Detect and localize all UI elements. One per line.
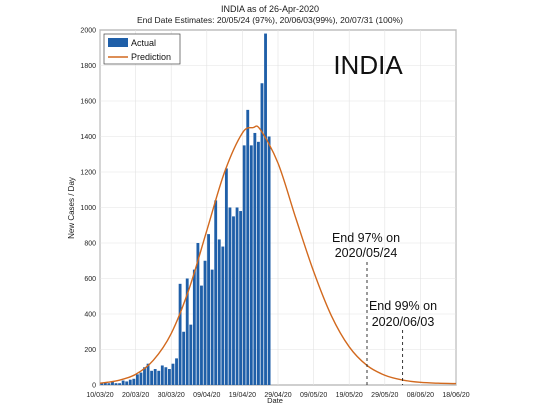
y-tick-label: 800 — [84, 241, 96, 248]
actual-bar — [164, 367, 168, 385]
actual-bar — [228, 207, 232, 385]
y-tick-label: 0 — [92, 383, 96, 390]
x-axis-label: Date — [267, 396, 283, 405]
actual-bar — [239, 211, 243, 385]
actual-bar — [264, 33, 267, 386]
actual-bar — [221, 246, 225, 385]
prediction-line-group — [99, 125, 457, 385]
chart-title: INDIA as of 26-Apr-2020 — [221, 4, 319, 14]
x-tick-label: 19/05/20 — [336, 392, 363, 399]
grid — [99, 29, 457, 386]
x-tick-label: 20/03/20 — [122, 392, 149, 399]
actual-bar — [217, 239, 221, 385]
actual-bar — [100, 383, 104, 385]
actual-bar — [111, 381, 114, 385]
actual-bar — [114, 383, 118, 385]
actual-bar — [192, 269, 196, 385]
x-tick-label: 29/04/20 — [264, 392, 291, 399]
actual-bar — [253, 132, 257, 385]
actual-bar — [210, 269, 214, 385]
y-tick-label: 1400 — [80, 134, 96, 141]
actual-bar — [125, 381, 129, 385]
actual-bar — [153, 369, 157, 385]
actual-bar — [249, 145, 253, 385]
x-tick-label: 09/05/20 — [300, 392, 327, 399]
y-tick-label: 1200 — [80, 170, 96, 177]
y-tick-label: 2000 — [80, 28, 96, 35]
country-label: INDIA — [333, 50, 403, 80]
x-tick-label: 19/04/20 — [229, 392, 256, 399]
y-tick-label: 1600 — [80, 99, 96, 106]
actual-bar — [146, 363, 150, 385]
y-tick-label: 1000 — [80, 205, 96, 212]
chart-subtitle: End Date Estimates: 20/05/24 (97%), 20/0… — [137, 15, 403, 25]
legend: Actual Prediction — [103, 33, 181, 65]
y-tick-label: 200 — [84, 347, 96, 354]
actual-bar — [171, 363, 175, 385]
legend-swatch-actual — [108, 38, 128, 47]
actual-bar — [132, 378, 136, 385]
actual-bar — [260, 83, 264, 385]
legend-label-actual: Actual — [131, 38, 156, 48]
actual-bar — [107, 383, 111, 385]
actual-bar — [196, 243, 200, 385]
x-tick-label: 09/04/20 — [193, 392, 220, 399]
actual-bar — [267, 136, 271, 385]
actual-bar — [182, 331, 186, 385]
x-tick-label: 18/06/20 — [442, 392, 469, 399]
actual-bar — [160, 365, 164, 385]
annotation-97-line1: End 97% on — [332, 231, 400, 245]
end-date-markers — [366, 262, 404, 385]
x-tick-label: 29/05/20 — [371, 392, 398, 399]
actual-bar — [185, 278, 189, 385]
actual-bar — [207, 234, 211, 385]
actual-bar — [235, 207, 239, 385]
actual-bar — [189, 324, 193, 385]
actual-bar — [118, 383, 122, 385]
actual-bar — [121, 380, 125, 385]
actual-bar — [203, 260, 207, 385]
actual-bar — [200, 285, 203, 385]
actual-bar — [256, 141, 260, 385]
annotation-97-line2: 2020/05/24 — [335, 246, 398, 260]
actual-bar — [135, 374, 139, 385]
annotation-99-line2: 2020/06/03 — [372, 315, 435, 329]
actual-bar — [242, 145, 246, 385]
actual-bar — [175, 358, 178, 385]
actual-bar — [232, 216, 235, 385]
actual-bar — [224, 168, 228, 385]
actual-bar — [246, 109, 250, 385]
x-axis-ticks: 10/03/20 20/03/20 30/03/20 09/04/20 19/04/20… — [86, 392, 469, 399]
annotation-99-line1: End 99% on — [369, 299, 437, 313]
actual-bar — [143, 367, 146, 385]
actual-bar — [150, 370, 154, 385]
actual-bar — [103, 382, 107, 385]
actual-bar — [157, 370, 161, 385]
actual-bar — [139, 372, 143, 385]
actual-bar — [178, 283, 182, 385]
prediction-line — [99, 125, 457, 385]
x-tick-label: 30/03/20 — [158, 392, 185, 399]
actual-bars — [100, 33, 271, 386]
legend-label-prediction: Prediction — [131, 52, 171, 62]
y-tick-label: 1800 — [80, 63, 96, 70]
x-tick-label: 08/06/20 — [407, 392, 434, 399]
x-tick-label: 10/03/20 — [86, 392, 113, 399]
y-axis-label: New Cases / Day — [67, 177, 76, 239]
actual-bar — [128, 379, 132, 385]
y-axis-ticks: 0 200 400 600 800 1000 1200 1400 1600 1800 2000 — [80, 28, 96, 390]
actual-bar — [167, 369, 171, 385]
y-tick-label: 600 — [84, 276, 96, 283]
y-tick-label: 400 — [84, 312, 96, 319]
actual-bar — [214, 200, 218, 385]
